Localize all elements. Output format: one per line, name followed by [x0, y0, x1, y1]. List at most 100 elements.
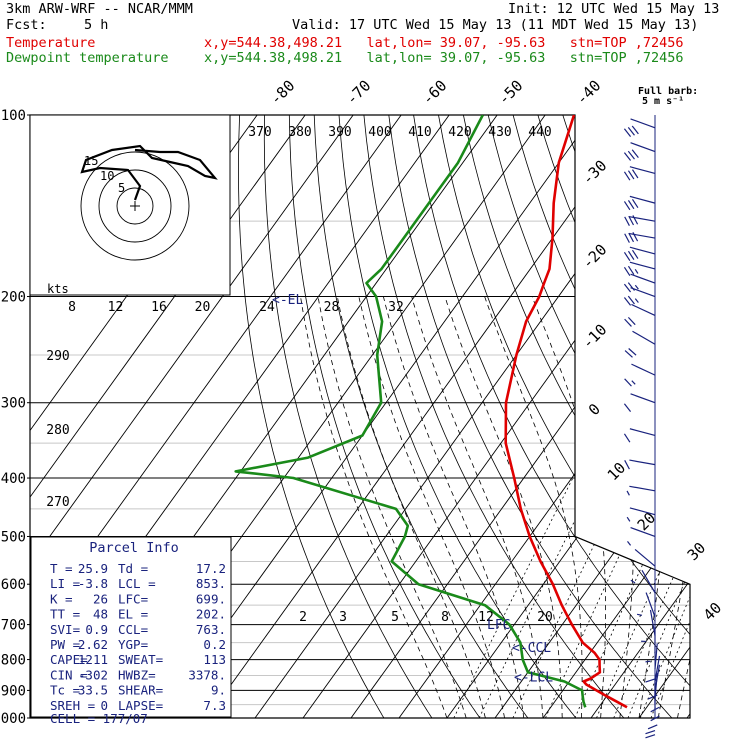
barb-flag — [623, 433, 631, 443]
barb-flag — [623, 403, 632, 412]
mixing-ratio-line — [627, 296, 690, 718]
wind-barb — [623, 166, 656, 181]
dry-adiabat — [438, 115, 690, 718]
mixing-ratio-label: 3 — [339, 610, 347, 625]
wind-barb — [641, 592, 656, 643]
hodograph-units: kts — [47, 282, 69, 296]
moist-adiabat — [383, 296, 525, 718]
barb-flag — [624, 350, 633, 358]
barb-staff — [629, 459, 656, 466]
moist-adiabat — [336, 296, 486, 718]
isotherm — [206, 115, 642, 718]
theta-label: 270 — [46, 495, 69, 510]
parcel-value: 26 — [93, 591, 108, 606]
isotherm — [590, 115, 690, 718]
forecast-hour: 5 h — [84, 17, 109, 33]
barb-flag — [650, 715, 660, 722]
isotherm-label: -80 — [267, 77, 299, 109]
dry-adiabat — [238, 115, 385, 718]
barb-staff — [630, 527, 656, 538]
barb-staff — [629, 507, 656, 516]
barb-half-flag — [636, 613, 643, 616]
barb-staff — [654, 643, 658, 670]
hodograph-ring-label: 5 — [118, 181, 125, 195]
isotherm-label: -70 — [343, 77, 375, 109]
parcel-label: YGP= — [118, 637, 148, 652]
dry-adiabat — [263, 115, 433, 718]
hodograph-box — [29, 114, 231, 296]
barb-flag — [627, 200, 635, 210]
isotherm — [542, 115, 690, 718]
barb-flag — [645, 734, 656, 739]
parcel-label: CAPE= — [50, 652, 88, 667]
barb-flag — [627, 265, 635, 275]
barb-staff — [641, 569, 656, 594]
wind-barb — [623, 273, 656, 293]
pressure-label: 900 — [1, 683, 26, 699]
level-annotation: <-EL — [272, 293, 303, 308]
dry-adiabat — [313, 115, 529, 718]
barb-flag — [627, 150, 635, 160]
barb-staff — [629, 166, 656, 175]
barb-half-flag — [630, 579, 636, 584]
parcel-value: 853. — [196, 576, 226, 591]
mixing-ratio-line — [650, 296, 690, 718]
model-title: 3km ARW-WRF -- NCAR/MMM — [6, 1, 193, 17]
parcel-label: LCL = — [118, 576, 156, 591]
isotherm-label: -50 — [495, 77, 527, 109]
parcel-label: PW = — [50, 637, 80, 652]
barb-staff — [630, 273, 656, 284]
barb-half-flag — [626, 516, 631, 522]
barb-flag — [623, 283, 632, 293]
barb-flag — [623, 297, 632, 306]
parcel-value: 33.5 — [78, 683, 108, 698]
barb-flag — [645, 729, 656, 735]
dry-adiabat — [686, 115, 690, 718]
moist-adiabat — [657, 296, 690, 718]
mixing-ratio-label: 12 — [108, 300, 124, 315]
parcel-value: 0 — [100, 698, 108, 713]
isotherm — [30, 115, 306, 718]
valid-time: Valid: 17 UTC Wed 15 May 13 (11 MDT Wed … — [292, 17, 699, 33]
barb-flag — [632, 232, 639, 242]
barb-flag — [623, 251, 631, 262]
theta-label: 440 — [528, 125, 551, 140]
barb-legend-units: 5 m s⁻¹ — [642, 96, 684, 107]
moist-adiabat — [358, 296, 505, 718]
barb-staff — [629, 232, 656, 239]
mixing-ratio-label: 8 — [441, 610, 449, 625]
dry-adiabat — [562, 115, 690, 718]
wind-barb — [645, 609, 656, 663]
parcel-label: SREH = — [50, 698, 95, 713]
parcel-value: 25.9 — [78, 561, 108, 576]
barb-flag — [631, 198, 639, 209]
mixing-ratio-label: 8 — [68, 300, 76, 315]
barb-flag — [624, 233, 630, 243]
isotherm-label: -10 — [579, 321, 611, 353]
moist-adiabat — [484, 296, 583, 718]
moist-adiabat — [317, 296, 467, 718]
parcel-value: 3378. — [188, 667, 226, 682]
parcel-value: 48 — [93, 607, 108, 622]
isotherm-label: -30 — [579, 157, 611, 189]
barb-flag — [631, 169, 639, 179]
mixing-ratio-label: 32 — [388, 300, 404, 315]
hodograph-ring-label: 10 — [100, 169, 114, 183]
parcel-label: SVI= — [50, 622, 80, 637]
wind-barbs — [623, 118, 661, 739]
isotherm-label: -60 — [419, 77, 451, 109]
parcel-label: LI = — [50, 576, 80, 591]
dry-adiabat — [363, 115, 625, 718]
barb-flag — [624, 318, 632, 327]
dewpoint-field-label: Dewpoint temperature — [6, 50, 169, 66]
barb-half-flag — [634, 298, 639, 303]
isotherm-label: 30 — [684, 539, 710, 565]
wind-barb — [624, 363, 656, 387]
dry-adiabat — [288, 115, 481, 718]
mixing-ratio-label: 5 — [391, 610, 399, 625]
mixing-ratio-line — [453, 296, 667, 718]
barb-staff — [629, 485, 656, 492]
isotherm — [30, 115, 354, 718]
sounding-profiles — [234, 115, 628, 709]
barb-half-flag — [626, 490, 630, 496]
